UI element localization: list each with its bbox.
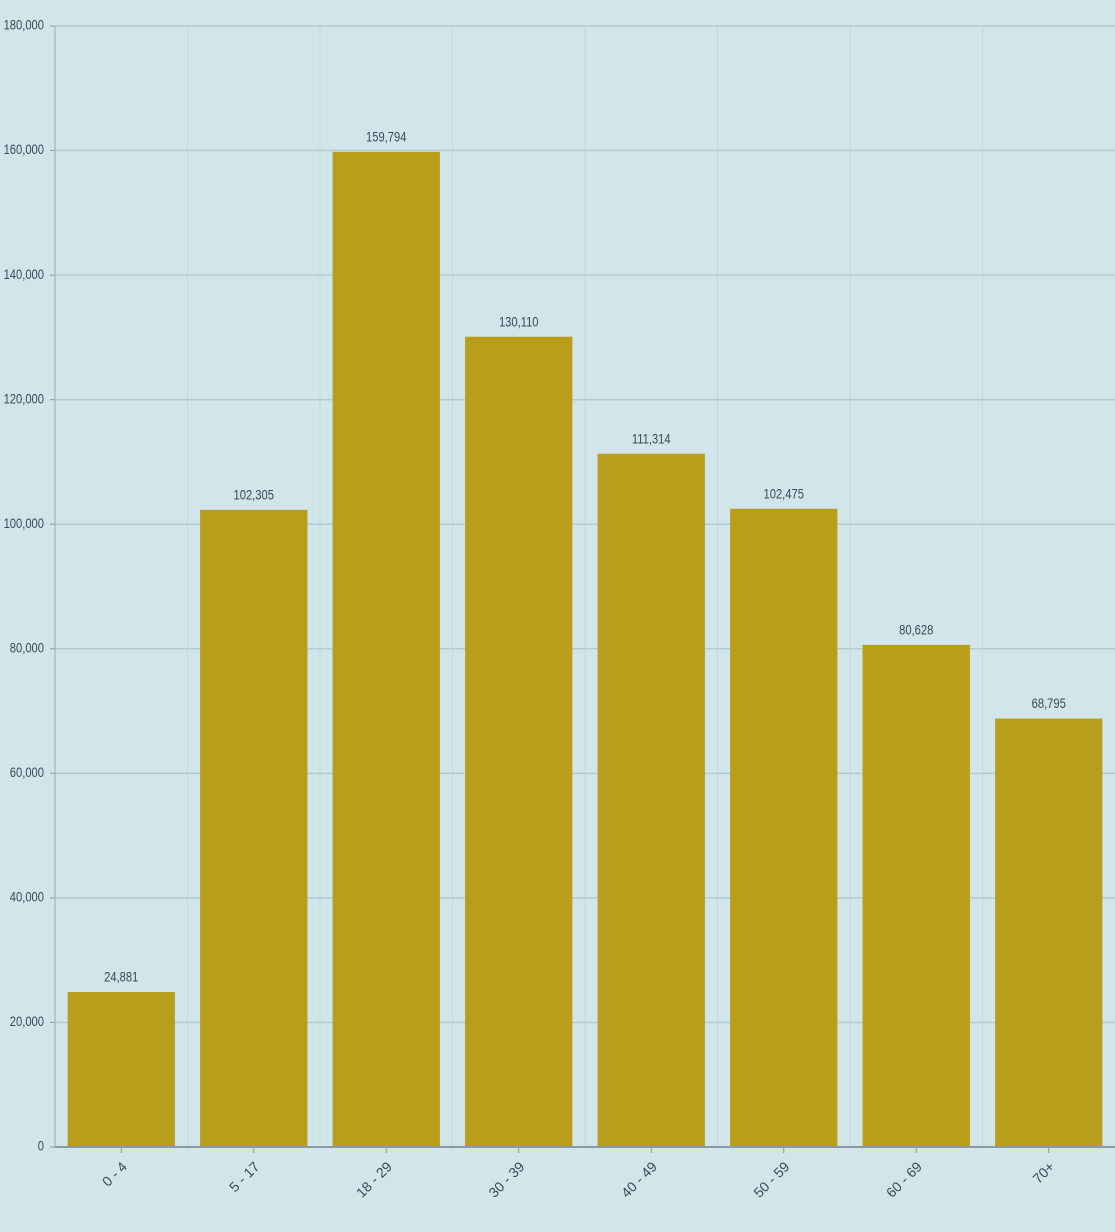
value-label: 68,795 <box>1032 696 1066 711</box>
value-label: 80,628 <box>899 622 933 637</box>
value-label: 102,305 <box>234 487 274 502</box>
y-tick-label: 60,000 <box>10 765 44 780</box>
y-tick-label: 40,000 <box>10 889 44 904</box>
value-label: 102,475 <box>764 486 804 501</box>
value-label: 24,881 <box>104 970 138 985</box>
y-tick-label: 180,000 <box>4 18 44 33</box>
y-tick-label: 20,000 <box>10 1014 44 1029</box>
bar <box>862 644 970 1147</box>
y-tick-label: 140,000 <box>4 267 44 282</box>
bar <box>465 336 573 1147</box>
y-tick-label: 100,000 <box>4 516 44 531</box>
bar <box>200 509 308 1147</box>
y-tick-label: 80,000 <box>10 640 44 655</box>
y-tick-label: 160,000 <box>4 142 44 157</box>
y-tick-label: 0 <box>38 1139 44 1154</box>
value-label: 111,314 <box>632 431 671 446</box>
y-tick-label: 120,000 <box>4 391 44 406</box>
value-label: 130,110 <box>499 314 539 329</box>
bar <box>597 453 705 1148</box>
bar <box>730 508 838 1147</box>
bar <box>332 151 440 1147</box>
value-label: 159,794 <box>366 129 406 144</box>
bar <box>995 718 1103 1147</box>
bar <box>67 992 175 1147</box>
